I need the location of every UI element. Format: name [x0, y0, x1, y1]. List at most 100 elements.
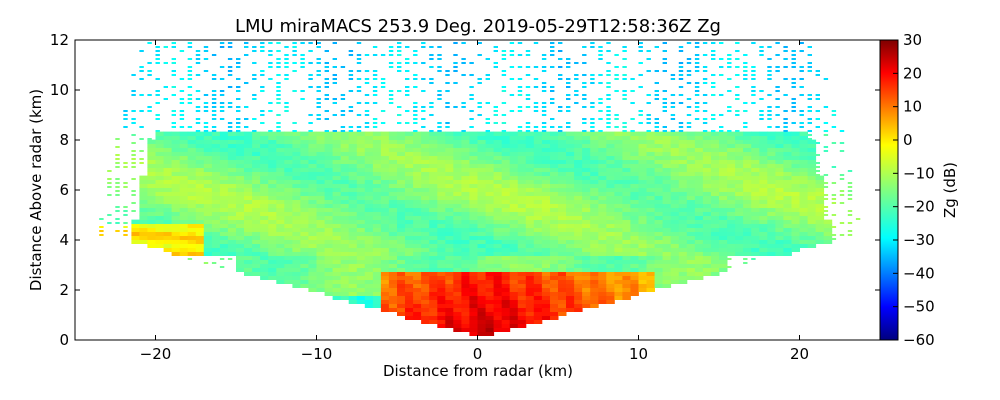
reflectivity-cell — [525, 219, 535, 224]
reflectivity-cell — [219, 251, 229, 256]
reflectivity-cell — [324, 275, 334, 280]
reflectivity-cell — [807, 98, 812, 100]
reflectivity-cell — [525, 167, 535, 172]
reflectivity-cell — [195, 195, 205, 200]
reflectivity-cell — [662, 191, 672, 196]
reflectivity-cell — [767, 191, 776, 196]
reflectivity-cell — [630, 118, 635, 120]
y-tick-label: 12 — [50, 31, 69, 49]
reflectivity-cell — [421, 271, 430, 276]
reflectivity-cell — [219, 227, 229, 232]
reflectivity-cell — [107, 182, 112, 184]
reflectivity-cell — [388, 303, 398, 308]
reflectivity-cell — [324, 219, 334, 224]
reflectivity-cell — [445, 211, 454, 216]
reflectivity-cell — [469, 275, 478, 280]
reflectivity-cell — [775, 215, 784, 220]
reflectivity-cell — [477, 255, 486, 260]
reflectivity-cell — [590, 179, 599, 184]
reflectivity-cell — [767, 179, 776, 184]
reflectivity-cell — [469, 191, 478, 196]
reflectivity-cell — [123, 114, 128, 116]
reflectivity-cell — [606, 195, 615, 200]
reflectivity-cell — [469, 139, 478, 144]
reflectivity-cell — [421, 315, 430, 320]
reflectivity-cell — [413, 203, 422, 208]
reflectivity-cell — [380, 187, 390, 192]
reflectivity-cell — [155, 227, 164, 232]
reflectivity-cell — [598, 175, 607, 180]
reflectivity-cell — [211, 262, 217, 264]
reflectivity-cell — [767, 227, 776, 232]
reflectivity-cell — [372, 78, 378, 80]
reflectivity-cell — [525, 66, 531, 68]
reflectivity-cell — [356, 42, 362, 44]
reflectivity-cell — [405, 183, 414, 188]
reflectivity-cell — [445, 90, 450, 92]
reflectivity-cell — [711, 243, 720, 248]
reflectivity-cell — [630, 247, 639, 252]
reflectivity-cell — [525, 147, 535, 152]
reflectivity-cell — [268, 131, 277, 136]
reflectivity-cell — [421, 106, 426, 108]
reflectivity-cell — [582, 287, 591, 292]
reflectivity-cell — [147, 167, 156, 172]
reflectivity-cell — [815, 118, 820, 120]
reflectivity-cell — [574, 102, 579, 104]
reflectivity-cell — [638, 243, 647, 248]
reflectivity-cell — [292, 255, 301, 260]
reflectivity-cell — [727, 151, 736, 156]
reflectivity-cell — [380, 175, 390, 180]
reflectivity-cell — [236, 151, 245, 156]
reflectivity-cell — [638, 50, 643, 52]
reflectivity-cell — [364, 102, 370, 104]
reflectivity-cell — [759, 98, 764, 100]
reflectivity-cell — [541, 130, 547, 132]
reflectivity-cell — [823, 150, 829, 152]
reflectivity-cell — [461, 183, 470, 188]
reflectivity-cell — [550, 283, 559, 288]
reflectivity-cell — [405, 78, 410, 80]
reflectivity-cell — [662, 147, 672, 152]
reflectivity-cell — [590, 203, 599, 208]
reflectivity-cell — [566, 287, 575, 292]
reflectivity-cell — [646, 235, 655, 240]
reflectivity-cell — [525, 187, 535, 192]
reflectivity-cell — [727, 163, 736, 168]
reflectivity-cell — [211, 151, 221, 156]
reflectivity-cell — [163, 143, 173, 148]
reflectivity-cell — [453, 315, 462, 320]
reflectivity-cell — [227, 151, 237, 156]
reflectivity-cell — [654, 255, 664, 260]
reflectivity-cell — [807, 223, 817, 228]
reflectivity-cell — [727, 235, 736, 240]
reflectivity-cell — [606, 98, 611, 100]
reflectivity-cell — [123, 162, 128, 164]
reflectivity-cell — [743, 78, 748, 80]
reflectivity-cell — [453, 247, 462, 252]
reflectivity-cell — [711, 235, 720, 240]
reflectivity-cell — [823, 106, 829, 108]
reflectivity-cell — [187, 163, 197, 168]
reflectivity-cell — [759, 239, 768, 244]
reflectivity-cell — [268, 255, 277, 260]
reflectivity-cell — [413, 106, 418, 108]
reflectivity-cell — [662, 283, 672, 288]
reflectivity-cell — [582, 299, 591, 304]
reflectivity-cell — [324, 199, 334, 204]
reflectivity-cell — [397, 62, 402, 64]
reflectivity-cell — [558, 267, 567, 272]
reflectivity-cell — [622, 247, 631, 252]
reflectivity-cell — [566, 122, 571, 124]
reflectivity-cell — [236, 251, 245, 256]
reflectivity-cell — [638, 131, 647, 136]
reflectivity-cell — [670, 114, 676, 116]
reflectivity-cell — [614, 287, 623, 292]
reflectivity-cell — [638, 167, 647, 172]
reflectivity-cell — [485, 167, 495, 172]
reflectivity-cell — [131, 94, 136, 96]
reflectivity-cell — [517, 263, 527, 268]
reflectivity-cell — [380, 307, 390, 312]
reflectivity-cell — [147, 171, 156, 176]
reflectivity-cell — [783, 175, 792, 180]
